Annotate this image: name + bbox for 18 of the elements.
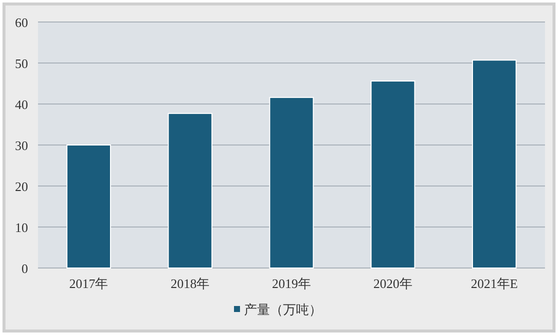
bar xyxy=(66,144,111,268)
y-tick-label: 0 xyxy=(22,261,28,276)
bar xyxy=(472,60,517,268)
y-tick-label: 20 xyxy=(15,179,28,194)
y-tick-label: 50 xyxy=(15,56,28,71)
x-tick-label: 2020年 xyxy=(373,276,412,291)
y-tick-label: 10 xyxy=(15,220,28,235)
x-tick-label: 2017年 xyxy=(69,276,108,291)
y-tick-label: 30 xyxy=(15,138,28,153)
bar xyxy=(269,96,314,268)
bar xyxy=(370,80,416,268)
x-tick-label: 2021年E xyxy=(470,276,518,291)
bar xyxy=(168,112,212,268)
y-tick-label: 60 xyxy=(15,15,28,30)
x-tick-label: 2019年 xyxy=(272,276,311,291)
legend-label: 产量（万吨） xyxy=(244,302,322,317)
y-tick-label: 40 xyxy=(15,97,28,112)
x-tick-label: 2018年 xyxy=(170,276,210,291)
